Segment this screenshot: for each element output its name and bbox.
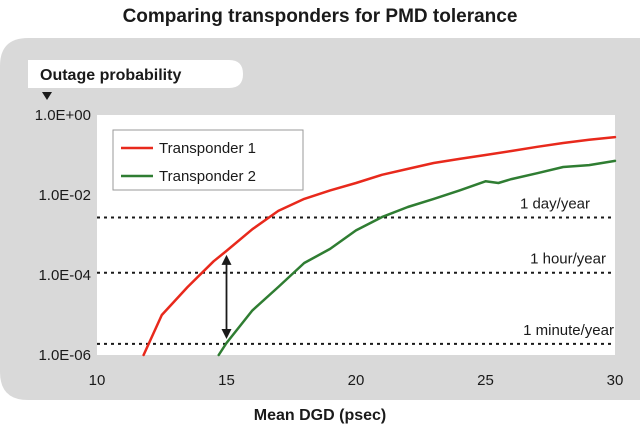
x-tick-label: 30 [607,372,624,389]
y-axis-label: Outage probability [40,67,181,84]
reference-label-bg [476,248,604,268]
ylabel-tab [28,60,243,88]
y-tick-label: 1.0E-02 [38,187,91,204]
chart-title: Comparing transponders for PMD tolerance [123,6,518,27]
y-tick-label: 1.0E-04 [38,267,91,284]
legend-box [112,129,304,191]
legend-label-transponder-1: Transponder 1 [159,140,256,157]
y-axis-marker [42,92,52,100]
reference-label: 1 hour/year [530,251,606,268]
series-line-2 [217,159,617,357]
reference-label: 1 minute/year [523,322,614,339]
x-tick-label: 10 [89,372,106,389]
x-tick-label: 20 [348,372,365,389]
reference-label-bg [460,193,588,213]
arrow-head-bottom [221,328,232,339]
reference-label-bg [484,319,612,339]
x-tick-label: 25 [477,372,494,389]
series-line-1 [142,135,617,357]
x-axis-label: Mean DGD (psec) [254,407,386,424]
x-tick-label: 15 [218,372,235,389]
y-tick-label: 1.0E+00 [35,107,91,124]
y-tick-label: 1.0E-06 [38,347,91,364]
reference-label: 1 day/year [520,195,590,212]
legend: Transponder 1 Transponder 2 [112,129,304,191]
arrow-head-top [221,254,232,265]
legend-label-transponder-2: Transponder 2 [159,168,256,185]
